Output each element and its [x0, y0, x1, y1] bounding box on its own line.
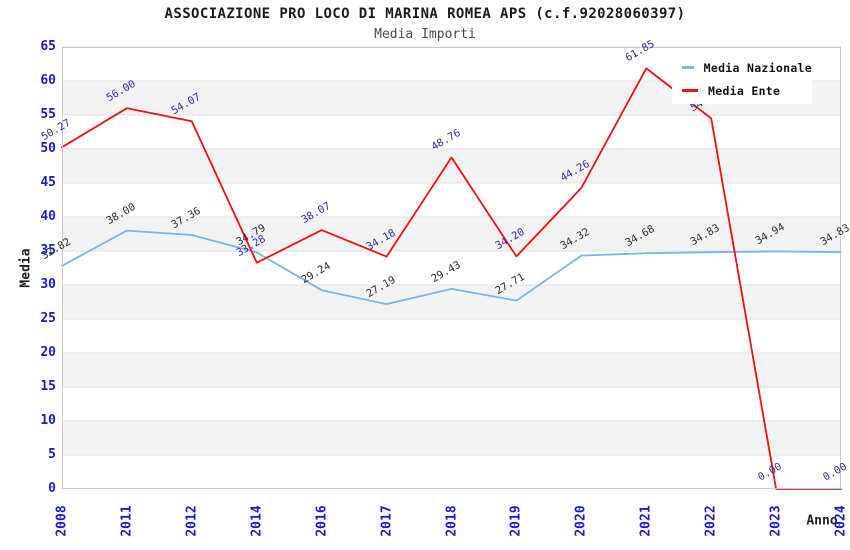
- plot-border: [62, 47, 841, 489]
- plot-band: [62, 353, 841, 387]
- legend: Media Nazionale Media Ente: [672, 56, 812, 104]
- plot-band: [62, 285, 841, 319]
- legend-item-media-ente: Media Ente: [672, 79, 812, 102]
- x-tick-label: 2016: [314, 505, 330, 537]
- page-title: ASSOCIAZIONE PRO LOCO DI MARINA ROMEA AP…: [164, 6, 686, 22]
- x-tick-label: 2012: [184, 505, 200, 537]
- x-axis-title: Anno: [806, 513, 838, 529]
- x-tick-label: 2019: [508, 505, 524, 537]
- plot-band: [62, 149, 841, 183]
- legend-item-media-nazionale: Media Nazionale: [672, 56, 812, 79]
- legend-label-media-nazionale: Media Nazionale: [703, 60, 812, 75]
- x-tick-label: 2022: [703, 505, 719, 537]
- y-tick-label: 45: [40, 175, 56, 190]
- x-tick-label: 2023: [768, 505, 784, 537]
- chart-subtitle: Media Importi: [374, 27, 476, 42]
- y-tick-label: 40: [40, 209, 56, 224]
- x-tick-label: 2024: [833, 505, 849, 537]
- series-line-media-nazionale: [61, 229, 842, 306]
- y-tick-label: 30: [40, 277, 56, 292]
- x-tick-label: 2011: [119, 505, 135, 537]
- media-nazionale-line-swatch-icon: [682, 66, 694, 69]
- series-line-media-ente: [61, 67, 842, 490]
- x-tick-label: 2021: [638, 505, 654, 537]
- y-tick-label: 5: [48, 447, 56, 462]
- plot-band: [62, 421, 841, 455]
- plot-band: [62, 217, 841, 251]
- media-ente-line-swatch-icon: [682, 89, 698, 92]
- y-tick-label: 65: [40, 39, 56, 54]
- legend-label-media-ente: Media Ente: [708, 83, 781, 98]
- y-tick-label: 25: [40, 311, 56, 326]
- y-tick-label: 55: [40, 107, 56, 122]
- x-tick-label: 2008: [54, 505, 70, 537]
- x-tick-label: 2014: [249, 505, 265, 537]
- y-tick-label: 35: [40, 243, 56, 258]
- y-tick-label: 60: [40, 73, 56, 88]
- y-tick-label: 10: [40, 413, 56, 428]
- y-tick-label: 15: [40, 379, 56, 394]
- x-tick-label: 2018: [444, 505, 459, 537]
- x-tick-label: 2020: [573, 505, 589, 537]
- x-tick-label: 2017: [379, 505, 395, 537]
- y-tick-label: 50: [40, 141, 56, 156]
- y-tick-label: 0: [48, 481, 56, 496]
- y-tick-label: 20: [40, 345, 56, 360]
